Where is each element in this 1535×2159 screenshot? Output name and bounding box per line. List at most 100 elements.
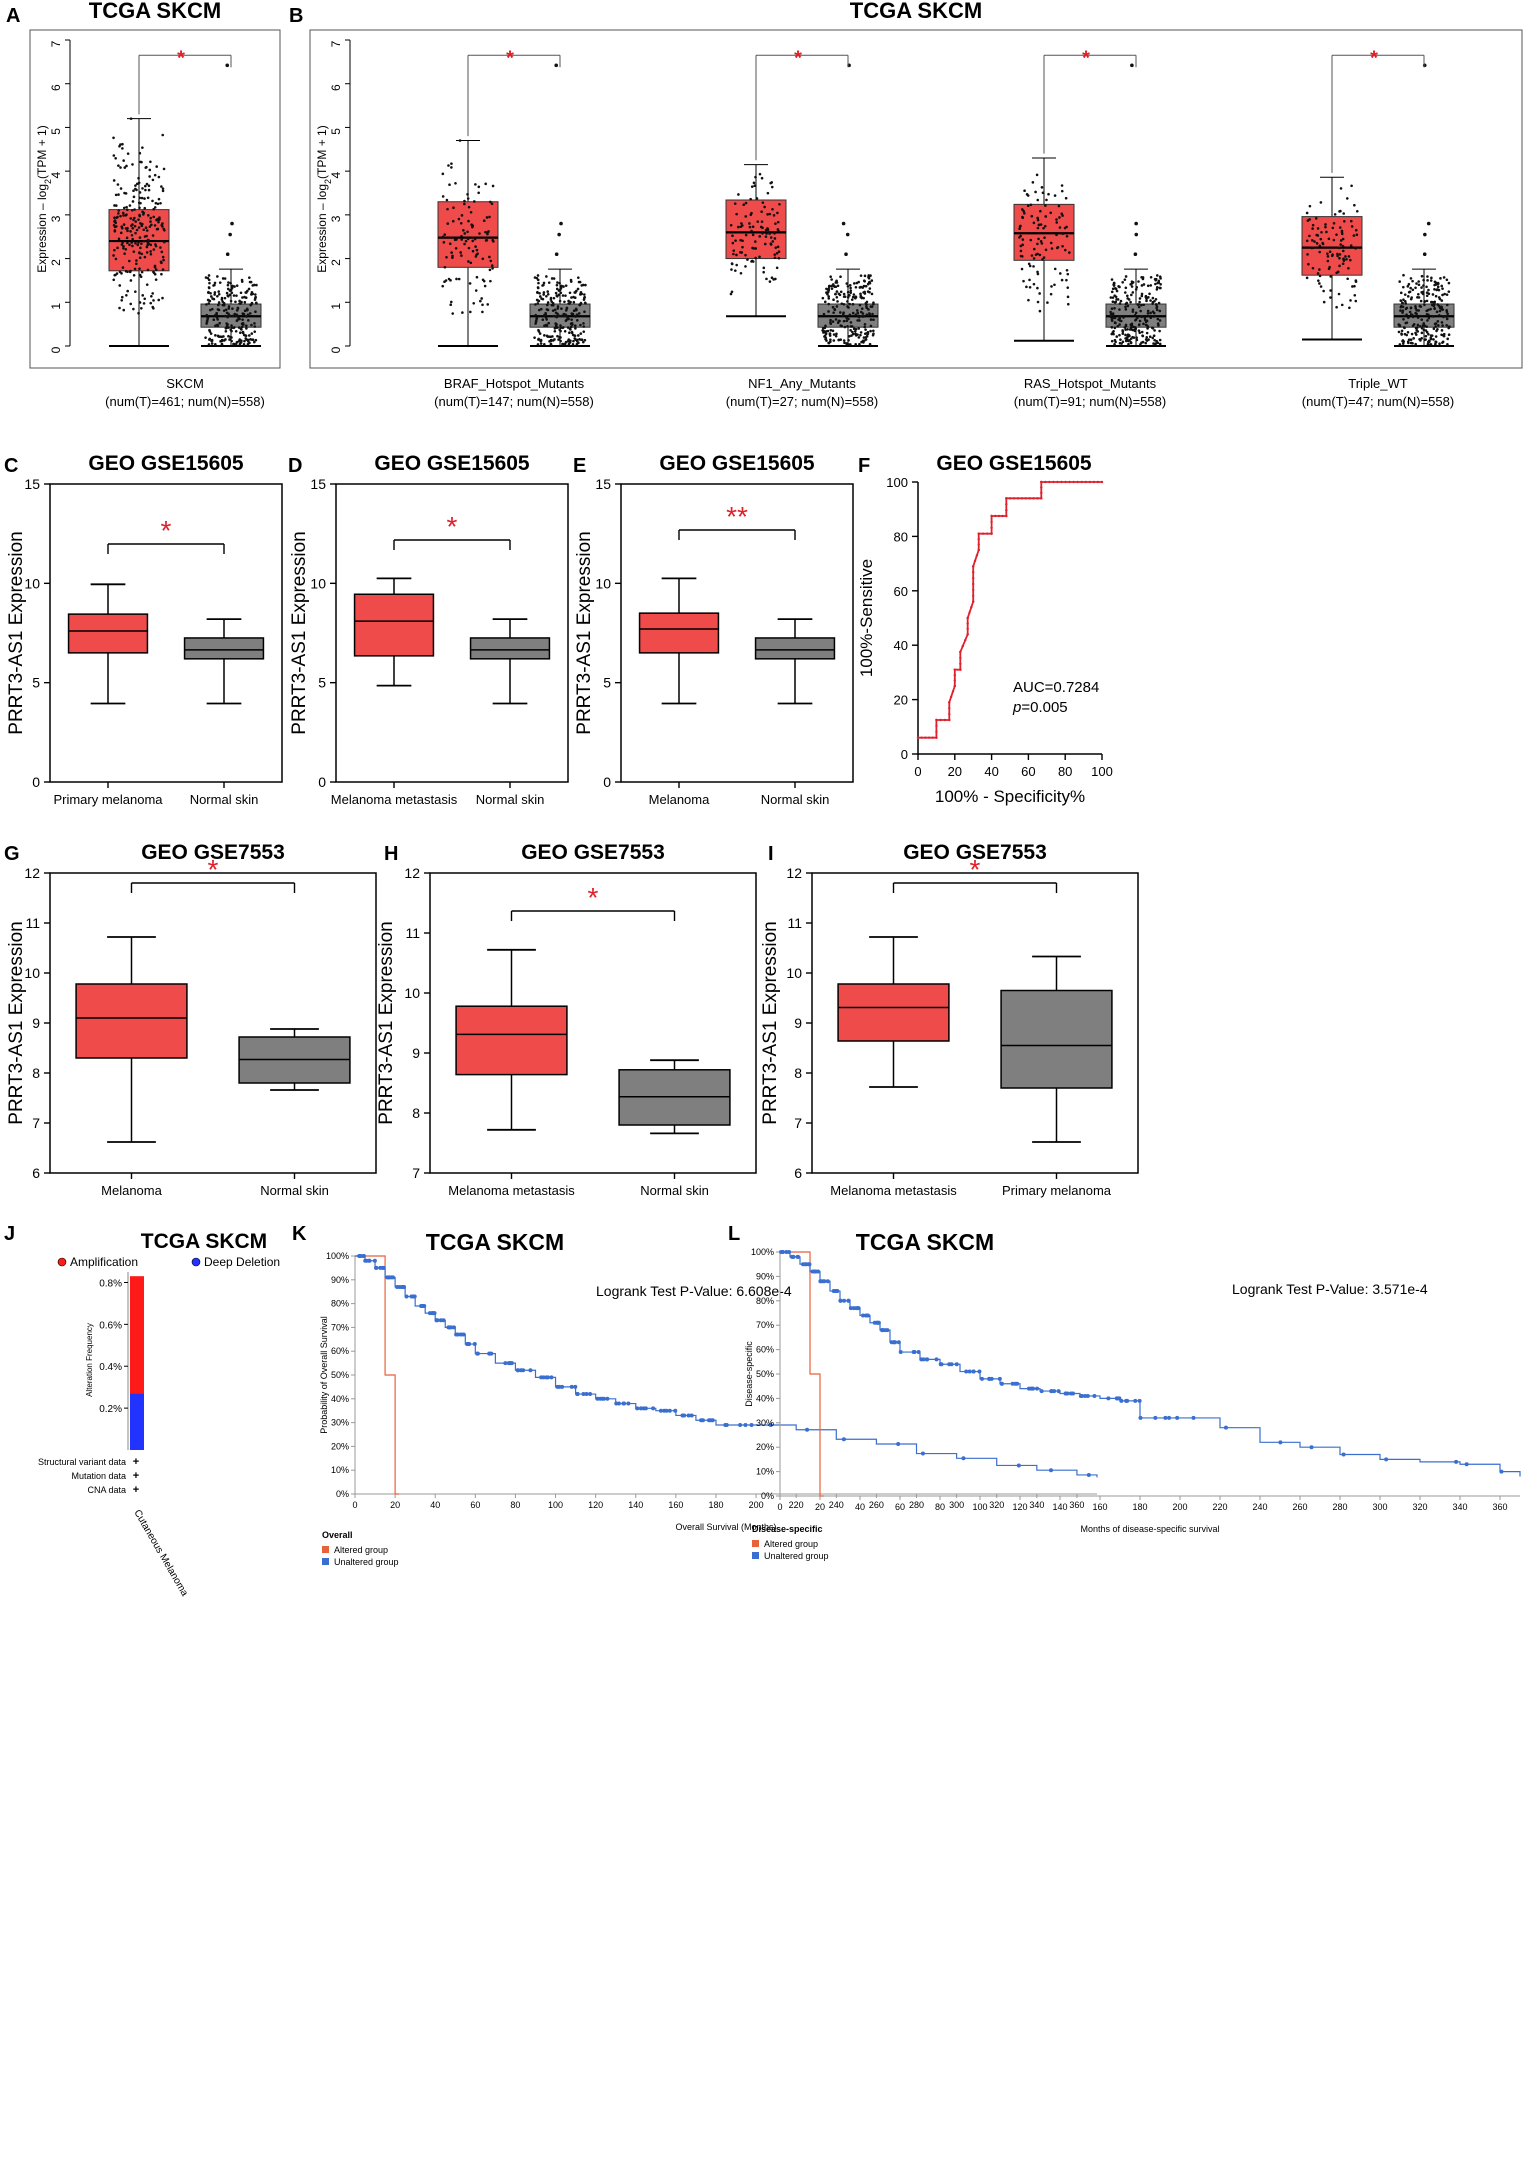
data-point — [230, 324, 233, 327]
panel-letter-k: K — [292, 1223, 307, 1245]
data-point — [135, 262, 138, 266]
data-point — [1310, 239, 1314, 242]
data-point — [750, 229, 753, 233]
data-point — [130, 208, 134, 212]
data-point — [163, 240, 166, 244]
data-point — [243, 333, 247, 337]
data-point — [1338, 256, 1341, 260]
data-point — [472, 200, 476, 203]
data-point — [140, 307, 143, 310]
y-tick-label: 0 — [49, 346, 63, 353]
data-point — [144, 188, 147, 192]
data-point — [460, 238, 464, 241]
data-point — [138, 151, 142, 155]
data-point — [122, 223, 126, 226]
data-point — [1408, 310, 1412, 314]
data-point — [246, 339, 250, 343]
legend-label: Altered group — [334, 1545, 388, 1555]
roc-point — [953, 679, 956, 682]
data-point — [132, 250, 136, 253]
data-point — [251, 284, 255, 287]
data-point — [145, 245, 149, 249]
data-point — [1420, 336, 1423, 340]
x-tick-label: Primary melanoma — [53, 792, 163, 807]
data-point — [1029, 203, 1033, 207]
data-point — [241, 331, 245, 335]
data-point — [836, 321, 840, 325]
data-point — [1154, 297, 1158, 301]
data-point — [1065, 268, 1069, 272]
data-point — [138, 301, 142, 304]
data-point — [467, 205, 471, 209]
data-point — [1417, 292, 1420, 296]
normal-box — [817, 63, 879, 347]
censor-mark — [472, 1342, 477, 1347]
data-point — [575, 308, 578, 312]
data-point — [577, 334, 580, 337]
data-point — [1144, 341, 1148, 345]
data-point — [138, 267, 141, 271]
y-tick-label: 3 — [329, 215, 343, 222]
data-point — [1142, 322, 1145, 326]
data-point — [842, 319, 846, 323]
data-point — [551, 301, 555, 305]
censor-mark — [738, 1422, 743, 1427]
data-point — [134, 220, 138, 223]
data-point — [117, 237, 121, 241]
data-point — [1115, 289, 1119, 293]
data-point — [1140, 315, 1143, 319]
data-point — [1410, 313, 1413, 316]
roc-point — [953, 673, 956, 677]
data-point — [836, 300, 839, 303]
censor-mark — [1309, 1445, 1314, 1450]
group-0: *SKCM(num(T)=461; num(N)=558) — [105, 47, 265, 409]
data-point — [568, 331, 571, 335]
roc-point — [997, 514, 1001, 518]
data-point — [848, 284, 852, 287]
data-point — [1333, 213, 1337, 216]
data-point — [117, 164, 120, 167]
roc-point — [1088, 480, 1092, 484]
x-tick-label: 220 — [789, 1500, 804, 1510]
data-point — [212, 318, 216, 322]
data-point — [466, 193, 469, 196]
y-tick-label: 15 — [24, 476, 40, 492]
data-point — [1422, 328, 1426, 332]
data-point — [160, 185, 163, 188]
data-point — [463, 202, 466, 206]
data-point — [1019, 244, 1023, 248]
data-point — [227, 307, 231, 310]
data-point — [1116, 298, 1120, 301]
data-point — [577, 276, 580, 279]
group-sublabel: (num(T)=47; num(N)=558) — [1302, 394, 1454, 409]
data-point — [1322, 300, 1326, 304]
data-point — [534, 313, 538, 317]
data-point — [1110, 339, 1114, 343]
group-1: *NF1_Any_Mutants(num(T)=27; num(N)=558) — [725, 47, 879, 409]
data-point — [1404, 307, 1408, 311]
data-point — [148, 225, 152, 228]
data-point — [1438, 306, 1442, 310]
data-point — [161, 189, 165, 193]
data-point — [858, 319, 861, 322]
x-tick-label: Normal skin — [260, 1183, 329, 1198]
y-tick-label: 7 — [32, 1115, 40, 1131]
censor-mark — [410, 1294, 415, 1299]
data-point — [582, 340, 585, 344]
data-point — [224, 329, 228, 333]
data-point — [739, 225, 743, 229]
censor-mark — [1013, 1381, 1018, 1386]
x-tick-label: Melanoma — [101, 1183, 162, 1198]
data-point — [1129, 300, 1132, 304]
data-point — [1399, 291, 1403, 295]
data-point — [1318, 274, 1322, 278]
roc-point — [935, 724, 938, 728]
data-point — [542, 281, 546, 285]
data-point — [1433, 283, 1436, 287]
data-point — [867, 308, 870, 311]
data-point — [1040, 186, 1044, 189]
data-point — [1354, 280, 1358, 283]
data-point — [1399, 309, 1402, 312]
data-point — [1339, 187, 1343, 190]
